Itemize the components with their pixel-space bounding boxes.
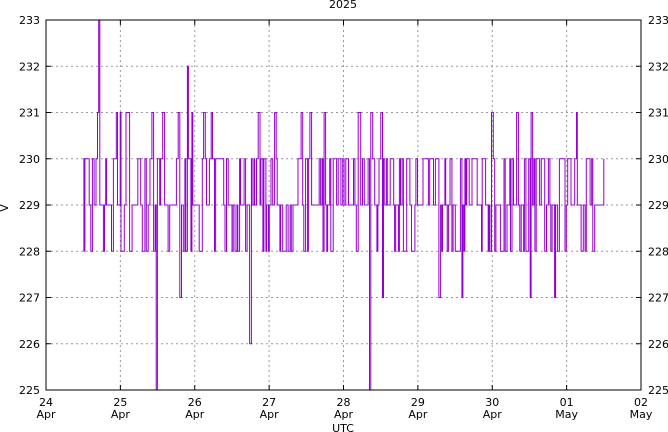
y-tick-label: 231 (19, 107, 40, 120)
y-tick-label-right: 226 (648, 338, 668, 351)
x-tick-month: Apr (185, 408, 205, 421)
x-tick-day: 30 (485, 396, 499, 409)
x-tick-month: Apr (36, 408, 56, 421)
x-tick-day: 24 (39, 396, 53, 409)
y-tick-label-right: 231 (648, 107, 668, 120)
x-tick-labels: 24Apr25Apr26Apr27Apr28Apr29Apr30Apr01May… (36, 396, 652, 421)
y-tick-label: 232 (19, 60, 40, 73)
y-tick-label: 229 (19, 199, 40, 212)
y-tick-labels-left: 225 226 227 228 229 230 231 232 233 (19, 14, 40, 397)
y-tick-label-right: 225 (648, 384, 668, 397)
chart-title: 2025 (329, 0, 357, 11)
y-tick-label: 227 (19, 292, 40, 305)
x-tick-month: Apr (408, 408, 428, 421)
y-tick-label-right: 230 (648, 153, 668, 166)
y-tick-label: 230 (19, 153, 40, 166)
x-tick-day: 26 (188, 396, 202, 409)
y-tick-label-right: 227 (648, 292, 668, 305)
x-tick-day: 01 (560, 396, 574, 409)
x-tick-day: 25 (113, 396, 127, 409)
x-tick-month: May (555, 408, 578, 421)
y-tick-label: 233 (19, 14, 40, 27)
x-tick-month: May (630, 408, 653, 421)
y-tick-label: 226 (19, 338, 40, 351)
y-tick-label-right: 233 (648, 14, 668, 27)
x-tick-day: 27 (262, 396, 276, 409)
y-tick-label-right: 232 (648, 60, 668, 73)
data-series (83, 19, 605, 391)
voltage-series-line (83, 19, 605, 391)
y-tick-labels-right: 225 226 227 228 229 230 231 232 233 (648, 14, 668, 397)
x-tick-month: Apr (334, 408, 354, 421)
x-tick-month: Apr (260, 408, 280, 421)
y-tick-label: 228 (19, 245, 40, 258)
x-tick-day: 02 (634, 396, 648, 409)
axis-ticks (45, 19, 642, 391)
y-tick-label-right: 228 (648, 245, 668, 258)
y-axis-label: V (0, 204, 11, 212)
x-tick-month: Apr (483, 408, 503, 421)
y-tick-label-right: 229 (648, 199, 668, 212)
x-tick-day: 28 (337, 396, 351, 409)
x-tick-day: 29 (411, 396, 425, 409)
x-axis-label: UTC (332, 422, 354, 432)
y-tick-label: 225 (19, 384, 40, 397)
x-tick-month: Apr (111, 408, 131, 421)
